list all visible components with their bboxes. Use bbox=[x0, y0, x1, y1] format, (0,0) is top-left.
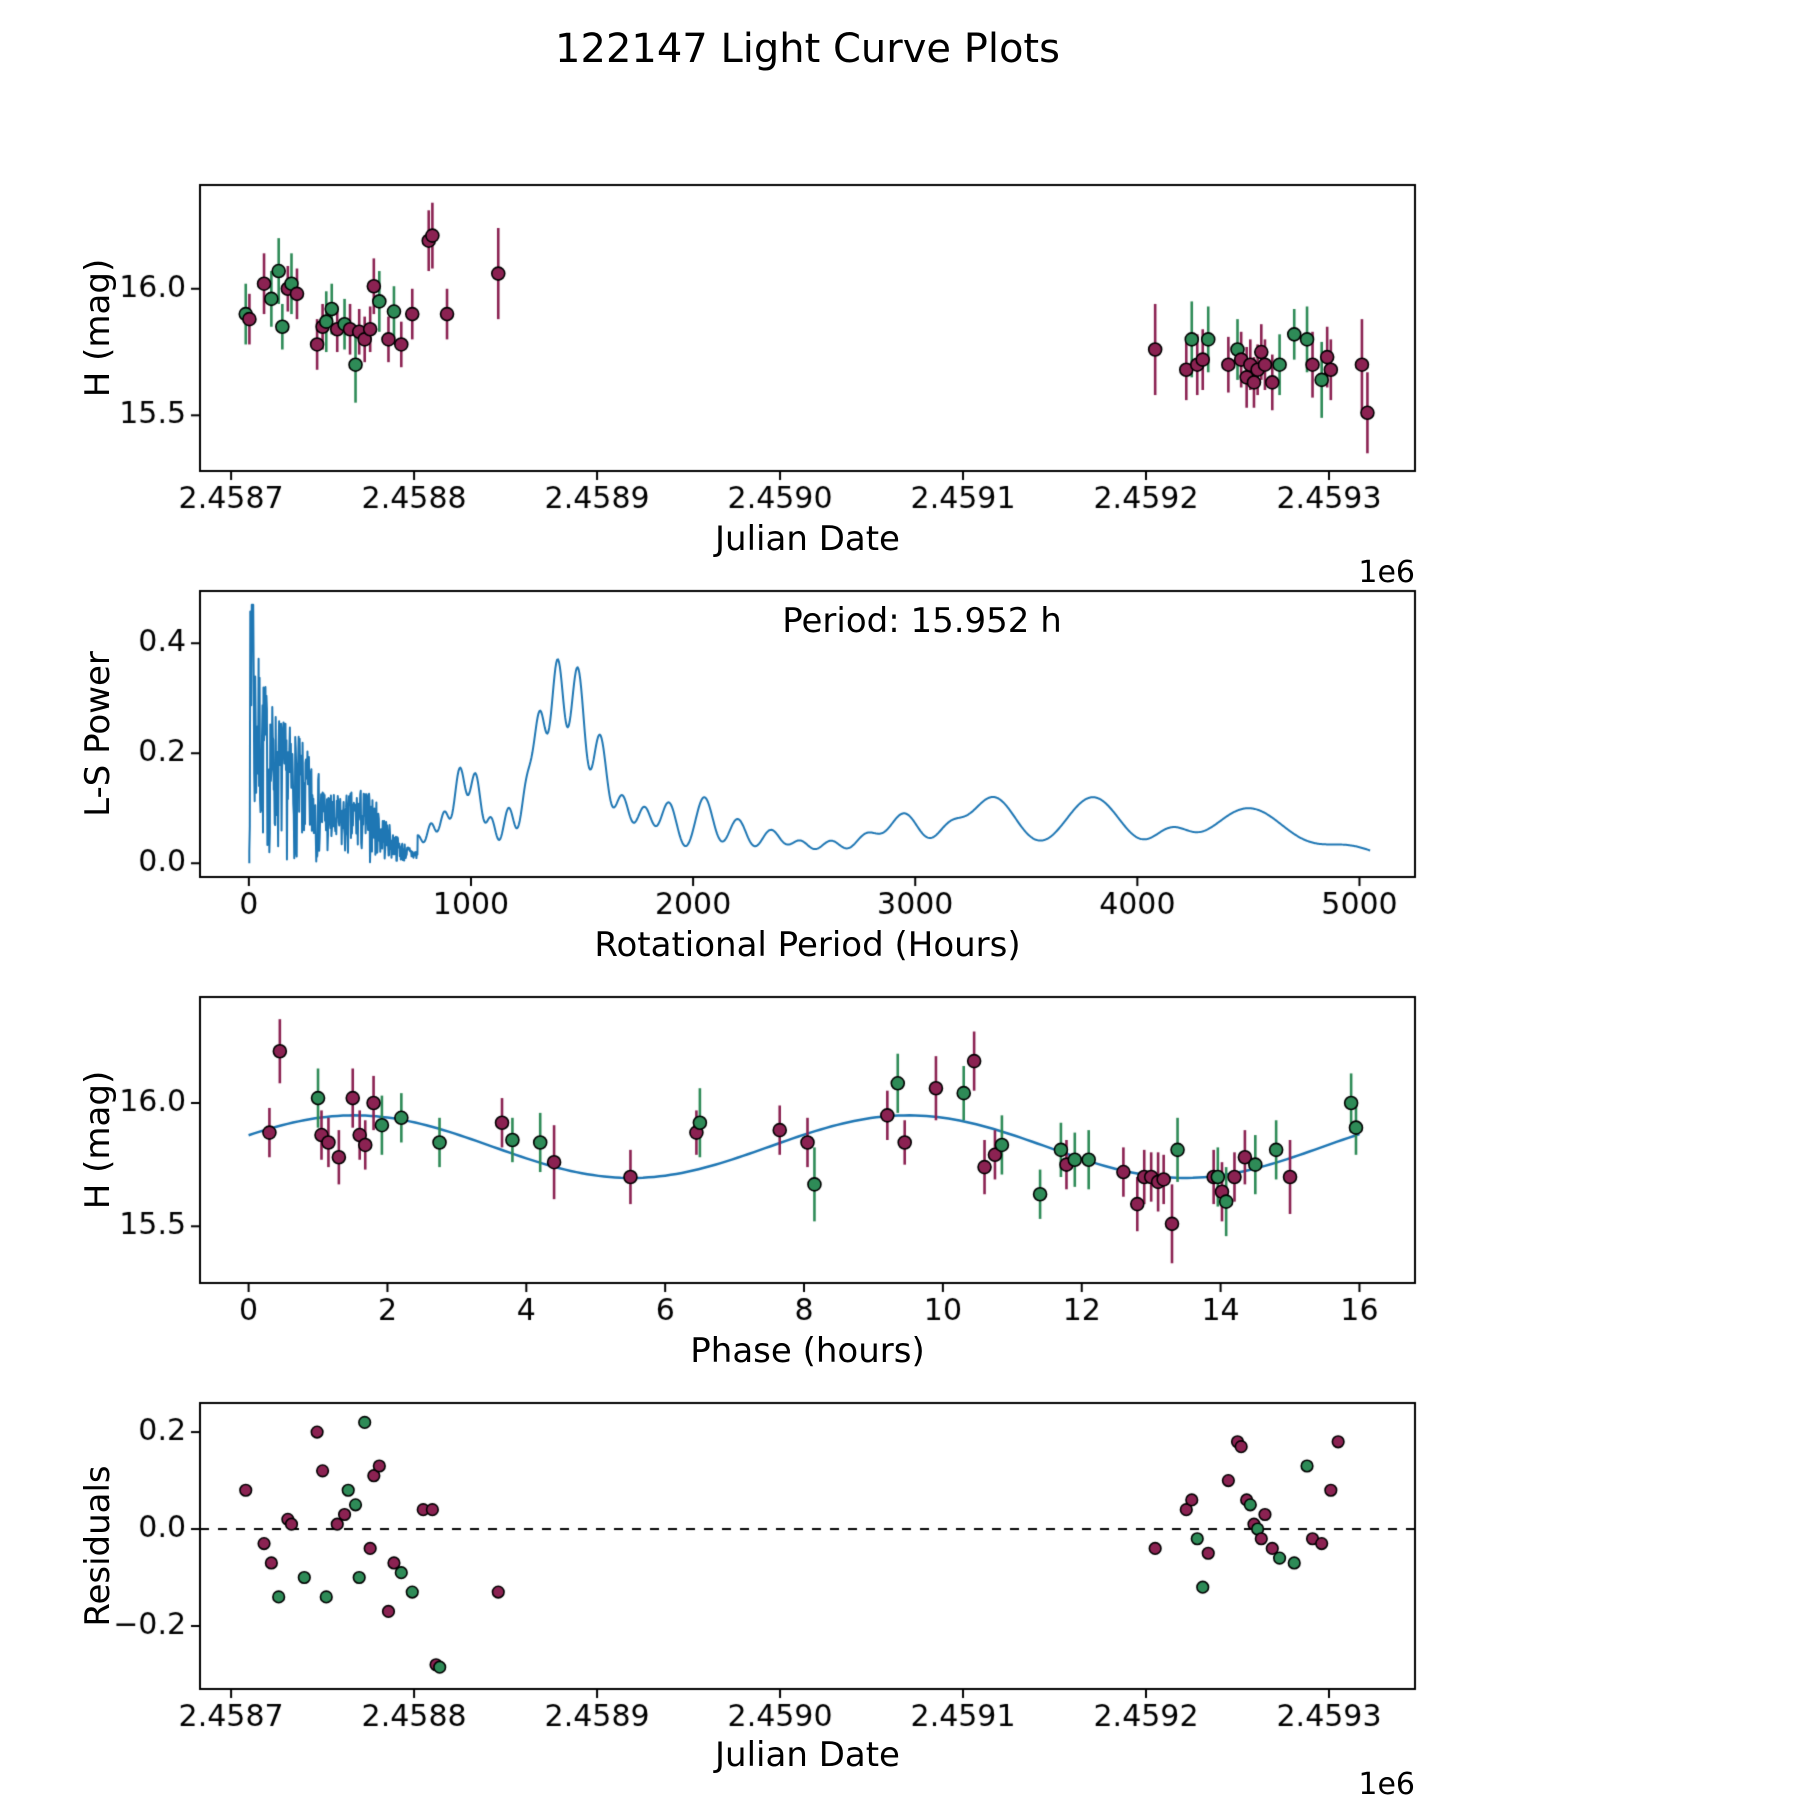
ylabel-h-mag-phased: H (mag) bbox=[78, 1070, 118, 1210]
xlabel-julian-date-top: Julian Date bbox=[715, 519, 900, 559]
ylabel-h-mag-top: H (mag) bbox=[78, 258, 118, 398]
x-offset-1e6-bottom: 1e6 bbox=[1358, 1767, 1415, 1800]
figure-title: 122147 Light Curve Plots bbox=[555, 26, 1060, 72]
x-offset-1e6-top: 1e6 bbox=[1358, 555, 1415, 590]
xlabel-rotational-period: Rotational Period (Hours) bbox=[594, 925, 1021, 965]
xlabel-phase-hours: Phase (hours) bbox=[690, 1331, 925, 1371]
xlabel-julian-date-bottom: Julian Date bbox=[715, 1735, 900, 1775]
ylabel-ls-power: L-S Power bbox=[78, 651, 118, 817]
period-annotation: Period: 15.952 h bbox=[782, 601, 1062, 641]
ylabel-residuals: Residuals bbox=[78, 1465, 118, 1627]
